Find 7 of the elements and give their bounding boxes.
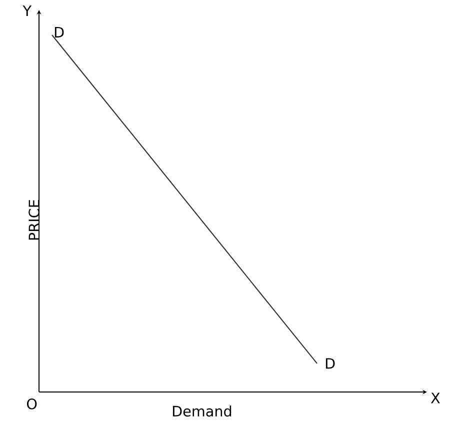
annotation: D	[326, 358, 335, 369]
annotation: D	[54, 26, 64, 38]
x-axis-title: Demand	[172, 405, 232, 417]
text: X	[430, 392, 440, 404]
y-axis-title: PRICE	[28, 200, 40, 240]
text: Y	[22, 6, 32, 16]
text: O	[27, 398, 37, 410]
